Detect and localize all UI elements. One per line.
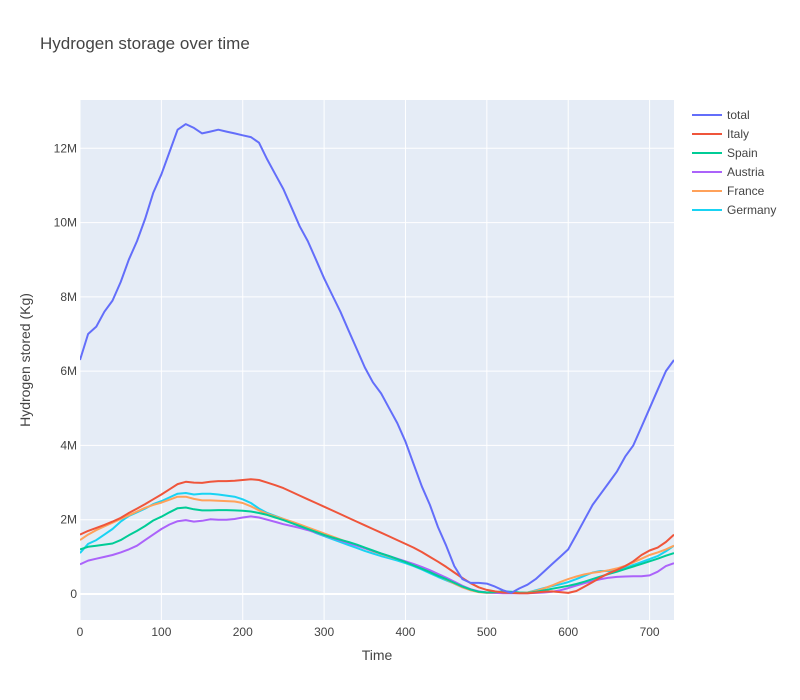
- series-line-germany: [80, 492, 674, 594]
- x-axis-ticks: 0 100 200 300 400 500 600 700: [77, 625, 660, 639]
- legend-label: France: [727, 184, 765, 198]
- x-tick-label: 600: [558, 625, 578, 639]
- y-axis-title: Hydrogen stored (Kg): [17, 293, 33, 427]
- series-line-spain: [80, 506, 674, 594]
- x-tick-label: 0: [77, 625, 84, 639]
- y-tick-label: 8M: [60, 290, 77, 304]
- series-line-total: [80, 123, 674, 594]
- y-tick-label: 6M: [60, 364, 77, 378]
- y-tick-label: 10M: [54, 216, 77, 230]
- series-group: [80, 123, 674, 595]
- legend-label: Austria: [727, 165, 765, 179]
- y-tick-label: 2M: [60, 513, 77, 527]
- legend[interactable]: total Italy Spain Austria France Germany: [692, 108, 776, 217]
- legend-item-france[interactable]: France: [692, 184, 765, 198]
- legend-label: Germany: [727, 203, 776, 217]
- y-tick-label: 12M: [54, 141, 77, 155]
- y-tick-label: 0: [70, 587, 77, 601]
- y-axis-ticks: 0 2M 4M 6M 8M 10M 12M: [54, 141, 78, 601]
- legend-label: Italy: [727, 127, 749, 141]
- legend-label: total: [727, 108, 750, 122]
- legend-item-germany[interactable]: Germany: [692, 203, 776, 217]
- series-line-italy: [80, 478, 674, 595]
- x-tick-label: 100: [151, 625, 171, 639]
- grid-lines: [79, 100, 674, 620]
- legend-label: Spain: [727, 146, 758, 160]
- legend-item-total[interactable]: total: [692, 108, 750, 122]
- legend-item-austria[interactable]: Austria: [692, 165, 765, 179]
- y-tick-label: 4M: [60, 438, 77, 452]
- x-tick-label: 400: [395, 625, 415, 639]
- x-tick-label: 200: [233, 625, 253, 639]
- plot-area: [80, 100, 674, 620]
- x-tick-label: 300: [314, 625, 334, 639]
- x-tick-label: 700: [640, 625, 660, 639]
- legend-item-spain[interactable]: Spain: [692, 146, 758, 160]
- x-tick-label: 500: [477, 625, 497, 639]
- chart-title: Hydrogen storage over time: [40, 34, 250, 53]
- legend-item-italy[interactable]: Italy: [692, 127, 749, 141]
- x-axis-title: Time: [362, 647, 393, 663]
